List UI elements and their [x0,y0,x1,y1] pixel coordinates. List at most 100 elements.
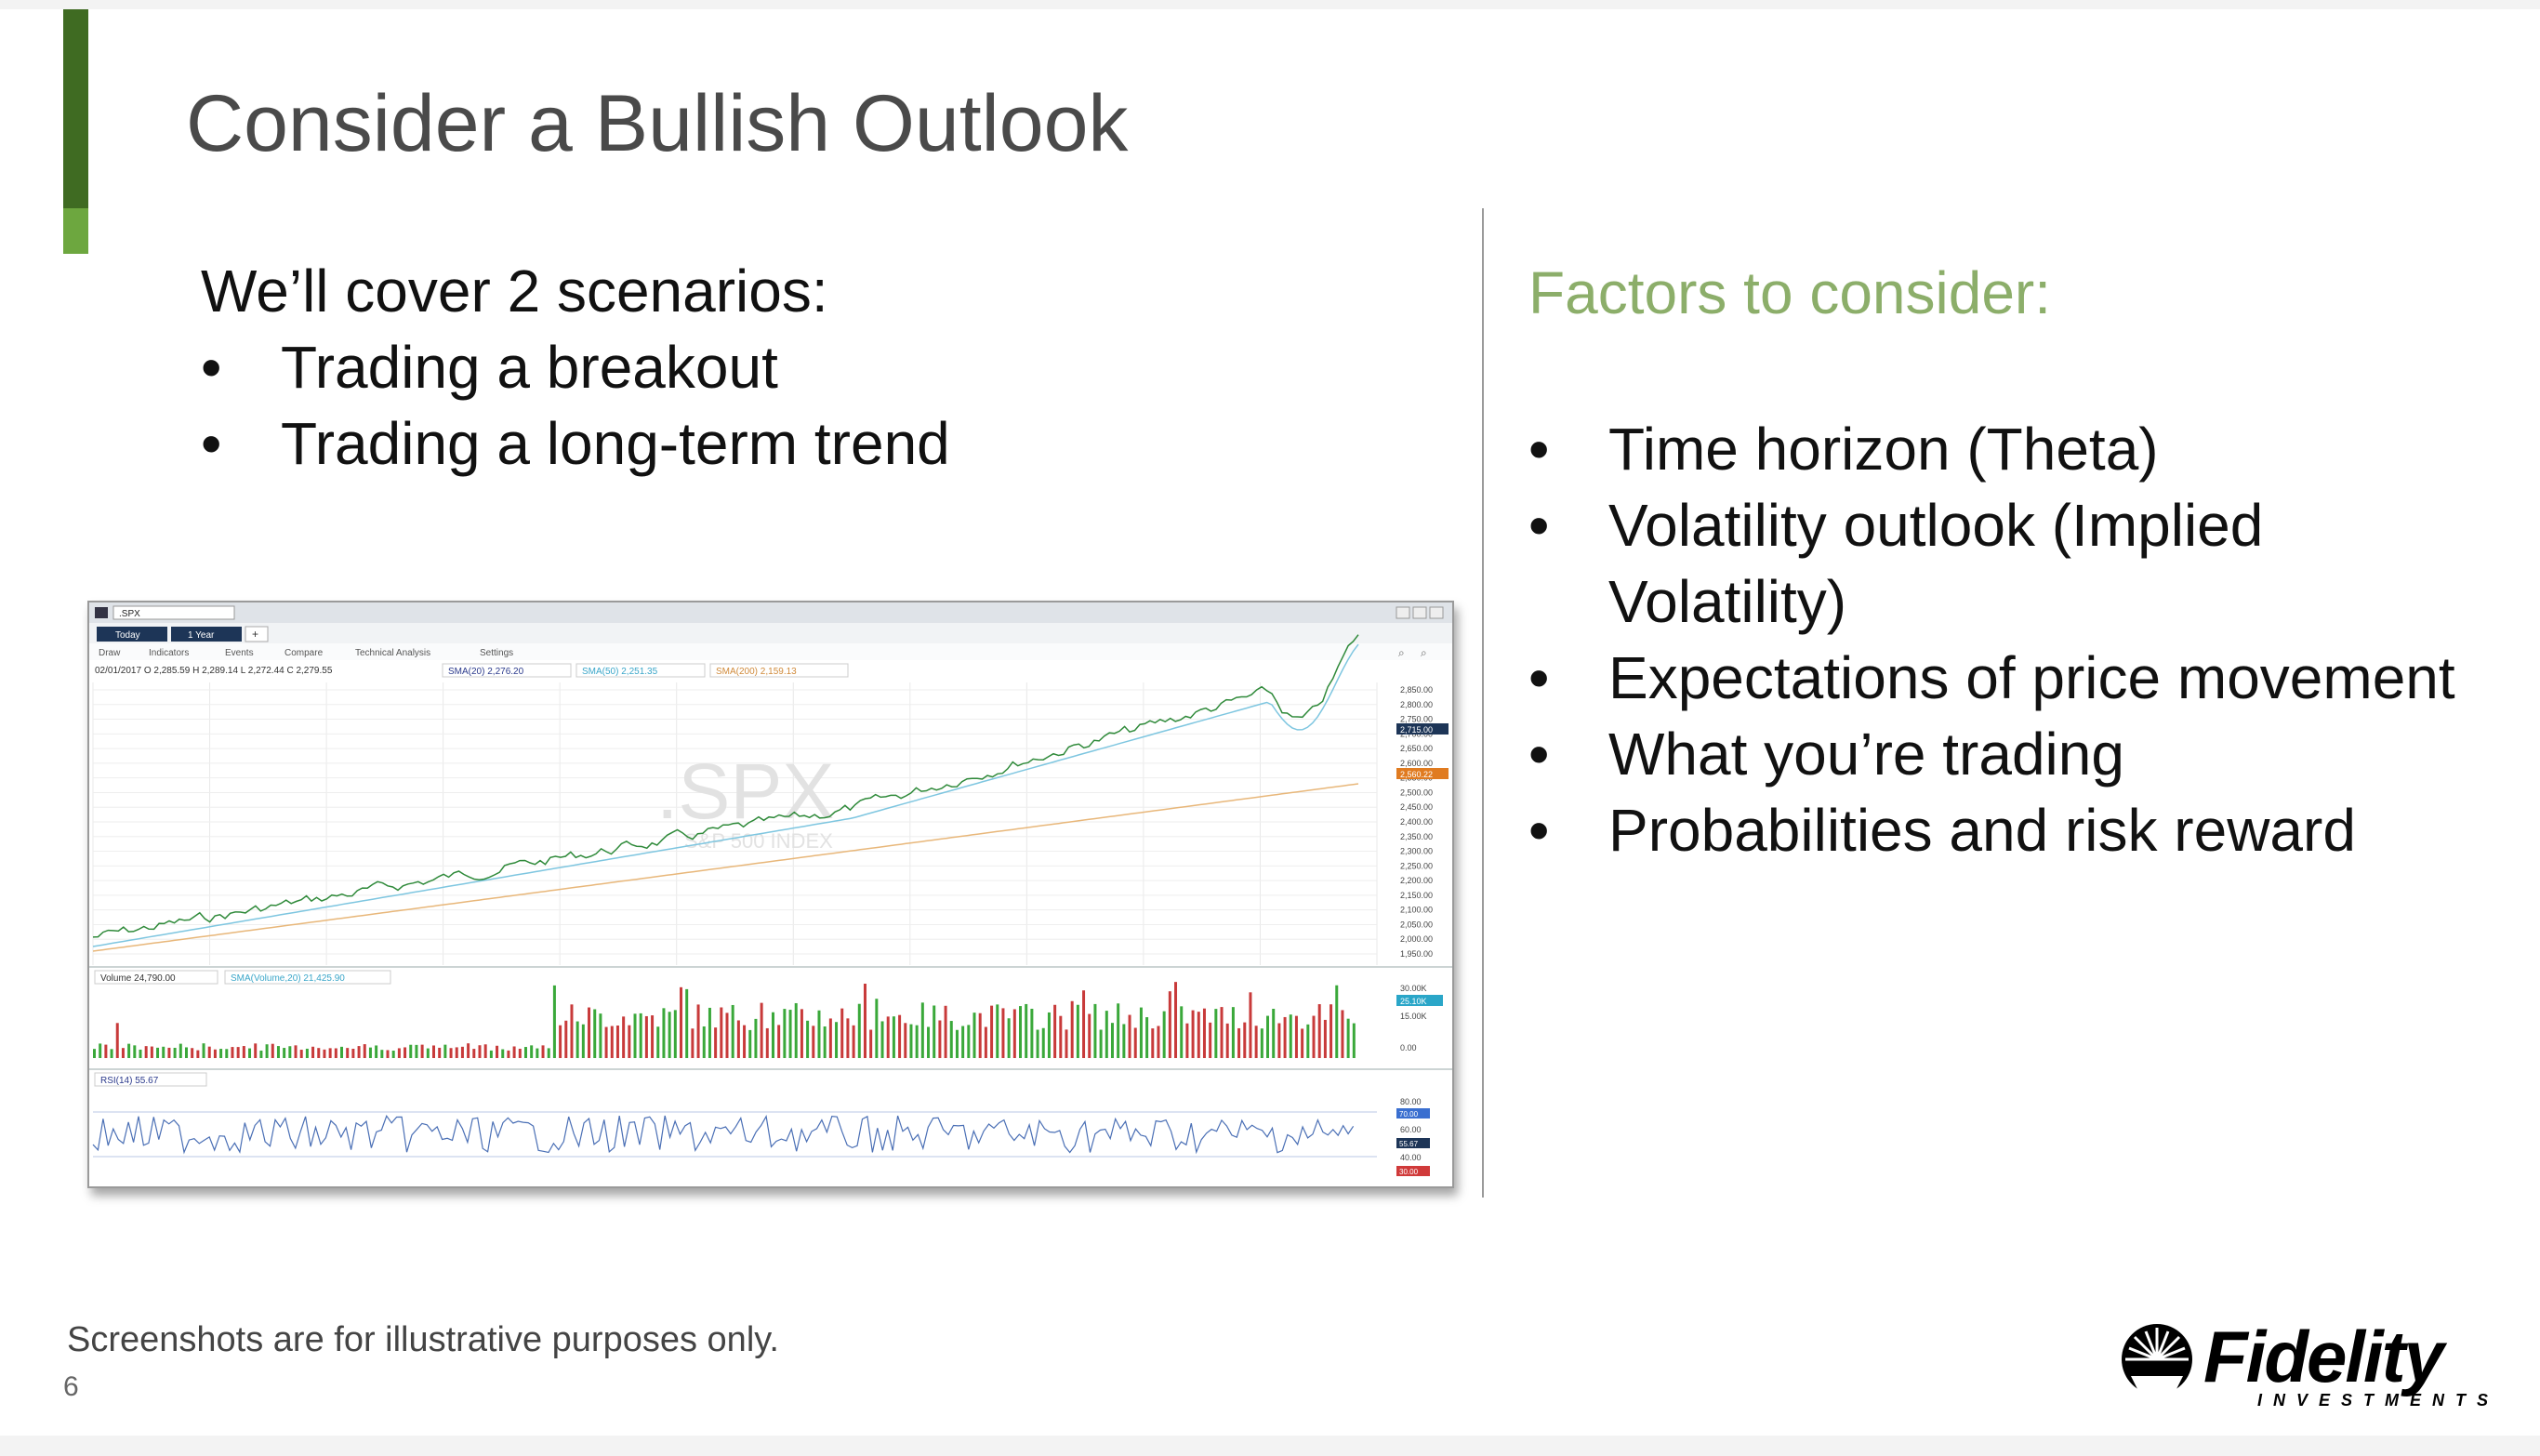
volume-bar [559,1025,562,1058]
rsi-chip[interactable] [94,1072,207,1087]
volume-bar [599,1013,602,1058]
volume-bar [800,1009,803,1058]
volume-bar [1260,1028,1263,1058]
toolbar-events[interactable]: Events [225,648,254,658]
volume-bar [639,1013,642,1058]
volume-bar [552,985,556,1058]
volume-bar [283,1048,286,1058]
volume-bar [1243,1022,1247,1058]
volume-bar [1139,1007,1143,1058]
symbol-field[interactable] [112,605,235,620]
volume-bar [1076,1004,1079,1058]
rsi-badge [1396,1108,1430,1118]
volume-chip[interactable] [94,970,218,985]
volume-bar [1202,1008,1206,1058]
price-line [92,634,1359,938]
volume-bar [944,1005,947,1058]
volume-bar [1162,1011,1166,1058]
volume-bar [846,1018,850,1058]
factor-item: • Time horizon (Theta) [1528,411,2514,487]
volume-bar [628,1025,631,1058]
maximize-icon[interactable] [1412,606,1427,619]
tab-1-year[interactable] [171,627,242,642]
toolbar-compare[interactable]: Compare [284,648,324,658]
volume-bar [184,1047,188,1058]
tab-bar [89,623,1452,643]
volume-bar [409,1044,413,1058]
volume-label: Volume 24,790.00 [100,973,176,984]
volume-bar [886,1016,890,1058]
volume-bar [1352,1023,1356,1058]
sma20-chip[interactable] [442,663,572,678]
volume-bar [777,1025,781,1058]
volume-bar [536,1048,539,1058]
volume-bar [1197,1012,1200,1058]
close-icon[interactable] [1429,606,1444,619]
volume-bar [110,1049,113,1058]
volume-sma-chip[interactable] [224,970,391,985]
toolbar-indicators[interactable]: Indicators [149,648,189,658]
volume-bar [156,1047,160,1058]
volume-bar [731,1004,734,1058]
volume-badge [1396,995,1443,1006]
volume-bar [1059,1015,1063,1058]
rsi-tick-label: 80.00 [1400,1097,1422,1106]
volume-bar [1168,991,1171,1058]
rsi-badge-label: 55.67 [1399,1140,1419,1148]
volume-bar [167,1047,171,1058]
volume-bar [1128,1014,1131,1058]
price-tick-label: 2,250.00 [1400,861,1433,870]
volume-bar [1157,1026,1160,1058]
window-title: .SPX [119,609,140,619]
bullet: • [1528,721,1550,788]
volume-bar [265,1044,269,1058]
volume-bar [1025,1003,1028,1058]
volume-bar [760,1002,763,1058]
volume-bar [1093,1003,1097,1058]
volume-bar [1145,1017,1149,1058]
zoom-out-icon[interactable]: ⌕ [1421,646,1427,659]
sma200-chip[interactable] [709,663,849,678]
volume-bar [397,1048,401,1058]
scenario-item: • Trading a breakout [201,329,950,405]
volume-bar [961,1026,965,1058]
volume-bar [472,1049,476,1058]
volume-bar [662,1008,666,1058]
sma200-line [92,783,1359,952]
volume-bar [334,1048,337,1058]
toolbar-draw[interactable]: Draw [99,648,121,658]
volume-bar [1346,1018,1350,1058]
volume-bar [1231,1007,1235,1058]
zoom-in-icon[interactable]: ⌕ [1398,646,1405,659]
volume-bar [604,1026,608,1058]
volume-bar [231,1047,234,1058]
volume-tick-label: 0.00 [1400,1043,1417,1052]
sma50-chip[interactable] [575,663,706,678]
factor-text: Time horizon (Theta) [1608,416,2159,483]
minimize-icon[interactable] [1396,606,1410,619]
volume-bar [725,1013,729,1058]
volume-bar [431,1045,435,1058]
volume-bar [467,1043,470,1058]
bullet: • [1528,644,1550,711]
volume-bar [1214,1009,1218,1058]
toolbar-settings[interactable]: Settings [480,648,513,658]
factor-item: • Expectations of price movement [1528,640,2514,716]
add-tab-button[interactable] [245,626,269,642]
tab-today[interactable] [97,627,167,642]
price-tick-label: 2,050.00 [1400,920,1433,929]
volume-bar [933,1005,936,1058]
volume-bar [771,1012,774,1058]
volume-tick-label: 30.00K [1400,984,1427,993]
volume-bar [875,999,879,1058]
volume-bar [904,1023,907,1058]
scenarios-block: We’ll cover 2 scenarios: • Trading a bre… [201,253,950,482]
volume-bar [213,1049,217,1058]
toolbar-technical-analysis[interactable]: Technical Analysis [355,648,430,658]
logo-subtitle: INVESTMENTS [2257,1391,2500,1410]
volume-bar [121,1048,125,1058]
volume-bar [202,1043,205,1058]
volume-bar [656,1026,660,1058]
factor-text: Expectations of price movement [1608,644,2455,711]
volume-bars [93,982,1356,1058]
